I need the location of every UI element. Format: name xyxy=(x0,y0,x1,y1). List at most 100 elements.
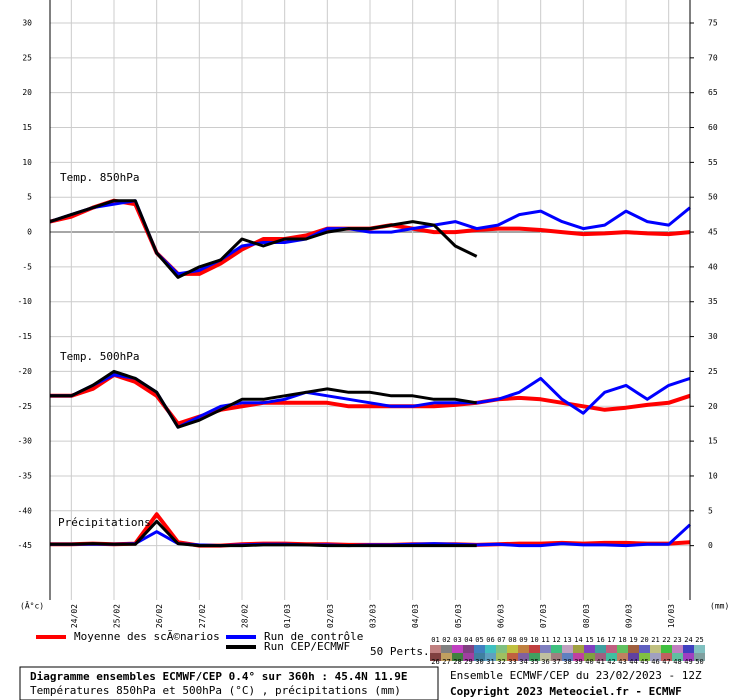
perturbation-label: 13 xyxy=(563,636,571,644)
y-tick-label: 30 xyxy=(22,18,32,27)
perturbation-label: 18 xyxy=(618,636,626,644)
perturbation-label: 14 xyxy=(574,636,582,644)
perturbation-swatch xyxy=(529,653,540,661)
perturbation-swatch xyxy=(606,653,617,661)
series-line xyxy=(49,199,478,279)
legend-label: Moyenne des scÃ©narios xyxy=(74,630,220,643)
perturbation-swatch xyxy=(672,645,683,653)
perturbation-swatch xyxy=(683,645,694,653)
perturbation-label: 48 xyxy=(673,658,681,666)
perturbation-swatch xyxy=(496,653,507,661)
y-tick-label: -35 xyxy=(18,471,33,480)
perturbation-label: 01 xyxy=(431,636,439,644)
perturbation-swatch xyxy=(661,653,672,661)
perturbation-label: 39 xyxy=(574,658,582,666)
perturbation-swatch xyxy=(551,645,562,653)
y-tick-label: 5 xyxy=(27,193,32,202)
perturbation-label: 20 xyxy=(640,636,648,644)
caption: Températures 850hPa et 500hPa (°C) , pré… xyxy=(30,684,401,697)
caption: Diagramme ensembles ECMWF/CEP 0.4° sur 3… xyxy=(30,670,408,683)
y2-tick-label: 10 xyxy=(708,471,718,480)
perturbation-swatch xyxy=(496,645,507,653)
x-tick-label: 27/02 xyxy=(198,604,207,628)
x-tick-label: 28/02 xyxy=(241,604,250,628)
perturbation-label: 03 xyxy=(453,636,461,644)
y2-tick-label: 25 xyxy=(708,367,718,376)
perturbation-swatch xyxy=(474,645,485,653)
perturbation-label: 17 xyxy=(607,636,615,644)
y-tick-label: -40 xyxy=(18,506,33,515)
perturbation-swatch xyxy=(529,645,540,653)
perturbation-swatch xyxy=(617,645,628,653)
perturbation-swatch xyxy=(485,645,496,653)
perturbation-label: 12 xyxy=(552,636,560,644)
x-tick-label: 06/03 xyxy=(497,604,506,628)
panel-label: Précipitations xyxy=(58,516,151,529)
perturbation-swatch xyxy=(639,653,650,661)
y-tick-label: -25 xyxy=(18,402,33,411)
x-tick-label: 02/03 xyxy=(326,604,335,628)
perturbation-label: 11 xyxy=(541,636,549,644)
y2-tick-label: 70 xyxy=(708,53,718,62)
y-tick-label: 15 xyxy=(22,123,32,132)
caption-box xyxy=(19,666,439,700)
perturbation-swatch xyxy=(584,645,595,653)
perturbation-label: 46 xyxy=(651,658,659,666)
series-line xyxy=(50,519,477,548)
perturbation-label: 16 xyxy=(596,636,604,644)
series-line xyxy=(50,372,691,426)
y-tick-label: -20 xyxy=(18,367,33,376)
perturbation-label: 04 xyxy=(464,636,472,644)
y2-tick-label: 40 xyxy=(708,262,718,271)
perturbation-swatch xyxy=(595,653,606,661)
perturbation-label: 26 xyxy=(431,658,439,666)
perturbation-label: 47 xyxy=(662,658,670,666)
perturbation-label: 19 xyxy=(629,636,637,644)
panel-label: Temp. 850hPa xyxy=(60,171,139,184)
y-tick-label: -15 xyxy=(18,332,33,341)
perturbation-swatch xyxy=(694,645,705,653)
y2-axis-label: (mm) xyxy=(710,602,729,611)
y2-tick-label: 50 xyxy=(708,193,718,202)
perturbation-swatch xyxy=(650,653,661,661)
y2-tick-label: 20 xyxy=(708,402,718,411)
x-tick-label: 09/03 xyxy=(625,604,634,628)
panel-label: Temp. 500hPa xyxy=(60,350,139,363)
x-tick-label: 24/02 xyxy=(70,604,79,628)
perturbation-swatch xyxy=(474,653,485,661)
series-line xyxy=(50,369,477,429)
perturbation-swatch xyxy=(683,653,694,661)
perturbation-label: 24 xyxy=(684,636,692,644)
perturbation-swatch xyxy=(540,645,551,653)
perturbation-swatch xyxy=(562,653,573,661)
perturbation-label: 34 xyxy=(519,658,527,666)
perturbation-swatch xyxy=(463,645,474,653)
y-tick-label: 0 xyxy=(27,228,32,237)
perturbation-label: 05 xyxy=(475,636,483,644)
perturbation-swatch xyxy=(628,645,639,653)
perturbation-swatch xyxy=(452,645,463,653)
perturbation-swatch xyxy=(628,653,639,661)
perturbation-swatch xyxy=(540,653,551,661)
perturbation-label: 49 xyxy=(684,658,692,666)
perturbation-label: 35 xyxy=(530,658,538,666)
perturbation-swatch xyxy=(606,645,617,653)
perturbation-label: 27 xyxy=(442,658,450,666)
perturbation-swatch xyxy=(694,653,705,661)
x-tick-label: 01/03 xyxy=(283,604,292,628)
x-tick-label: 07/03 xyxy=(539,604,548,628)
perturbation-label: 33 xyxy=(508,658,516,666)
perturbation-swatch xyxy=(573,653,584,661)
perturbation-label: 41 xyxy=(596,658,604,666)
x-tick-label: 25/02 xyxy=(113,604,122,628)
perturbation-label: 23 xyxy=(673,636,681,644)
perturbation-swatch xyxy=(573,645,584,653)
run-info: Ensemble ECMWF/CEP du 23/02/2023 - 12Z xyxy=(450,669,702,682)
perturbation-label: 25 xyxy=(695,636,703,644)
perturbation-swatch xyxy=(672,653,683,661)
perturbation-label: 31 xyxy=(486,658,494,666)
perturbation-swatch xyxy=(595,645,606,653)
perturbation-label: 42 xyxy=(607,658,615,666)
y2-tick-label: 5 xyxy=(708,506,713,515)
